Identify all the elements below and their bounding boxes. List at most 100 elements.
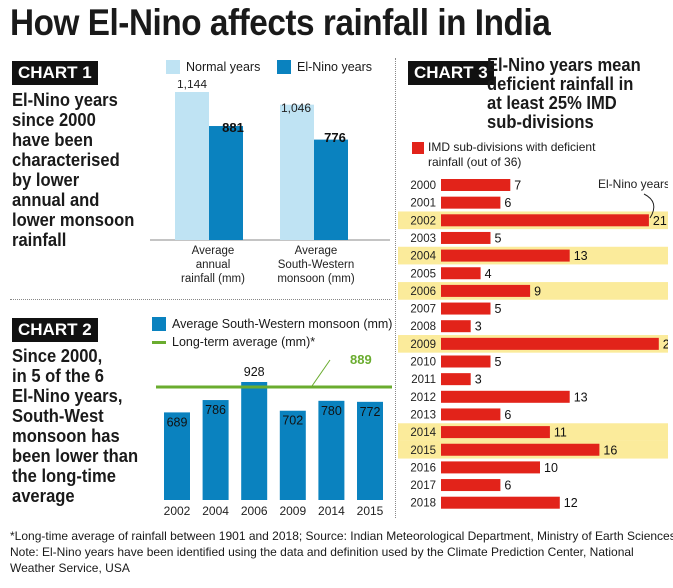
chart2-badge: CHART 2 [12, 318, 98, 342]
long-term-average-label: 889 [350, 352, 372, 367]
deficit-bar [441, 284, 531, 297]
year-label: 2003 [410, 233, 436, 245]
deficit-value-label: 22 [663, 337, 668, 351]
deficit-bar [441, 179, 511, 191]
chart1-value-label: 1,046 [281, 101, 311, 115]
chart3-title-line: sub-divisions [487, 112, 594, 132]
deficit-bar [441, 249, 570, 262]
chart3-legend-line: rainfall (out of 36) [428, 155, 522, 169]
chart1-category-label: Average [295, 245, 338, 257]
deficit-bar [441, 355, 491, 368]
deficit-value-label: 5 [495, 302, 502, 316]
deficit-bar [441, 231, 491, 244]
year-label: 2012 [410, 392, 436, 404]
year-label: 2009 [410, 339, 436, 351]
legend-label: Average South-Western monsoon (mm) [172, 317, 393, 331]
legend-label: Normal years [186, 60, 261, 74]
chart3-title: El-Nino years mean deficient rainfall in… [487, 56, 641, 132]
chart2-desc-line: El-Nino years, [12, 386, 123, 406]
year-label: 2015 [410, 445, 436, 457]
year-label: 2011 [411, 374, 436, 386]
chart2-desc-line: in 5 of the 6 [12, 366, 105, 386]
bar-value-label: 772 [360, 405, 381, 419]
bar-value-label: 702 [282, 414, 303, 428]
footnote-line: Note: El-Nino years have been identified… [10, 545, 634, 559]
deficit-bar [441, 196, 501, 209]
year-label: 2018 [410, 498, 436, 510]
deficit-value-label: 3 [475, 320, 482, 334]
chart1-value-label: 1,144 [177, 80, 207, 91]
chart2-desc-line: the long-time [12, 466, 116, 486]
chart1-desc-line: rainfall [12, 230, 67, 250]
deficit-value-label: 7 [514, 179, 521, 193]
year-label: 2016 [410, 462, 436, 474]
chart1-desc-line: by lower [12, 170, 80, 190]
elnino-years-bar [314, 139, 348, 240]
deficit-bar [441, 426, 550, 439]
chart3-legend-line: IMD sub-divisions with deficient [428, 140, 596, 154]
bar-value-label: 786 [205, 403, 226, 417]
deficit-value-label: 4 [485, 267, 492, 281]
chart3-svg: 2000 7 2001 6 2002 21 2003 5 2004 13 2005 4 2006 9 200… [398, 177, 668, 510]
deficit-value-label: 6 [504, 479, 511, 493]
legend-label: Long-term average (mm)* [172, 335, 316, 349]
chart2-desc-line: South-West [12, 406, 104, 426]
chart2-desc-line: been lower than [12, 446, 139, 466]
deficit-bar [441, 443, 600, 456]
year-tick-label: 2002 [164, 504, 191, 515]
deficit-bar [441, 479, 501, 492]
chart2-description: Since 2000, in 5 of the 6 El-Nino years,… [12, 346, 138, 506]
footnote-line: *Long-time average of rainfall between 1… [10, 529, 673, 543]
deficit-value-label: 10 [544, 461, 558, 475]
row-divider [10, 299, 392, 300]
normal-years-bar [175, 92, 209, 240]
chart1-category-label: South-Western [278, 259, 355, 271]
chart1-desc-line: have been [12, 130, 94, 150]
chart2-legend-bars: Average South-Western monsoon (mm) [152, 317, 392, 331]
deficit-bar [441, 408, 501, 421]
elnino-annotation-pointer [643, 193, 655, 219]
deficit-value-label: 12 [564, 496, 578, 510]
bar-value-label: 928 [244, 365, 265, 379]
year-tick-label: 2006 [241, 504, 268, 515]
legend-swatch [277, 60, 291, 74]
chart2-desc-line: Since 2000, [12, 346, 103, 366]
year-label: 2000 [410, 180, 436, 192]
year-tick-label: 2009 [279, 504, 306, 515]
year-label: 2017 [410, 480, 436, 492]
chart1-category-label: annual [196, 259, 231, 271]
chart1-desc-line: lower monsoon [12, 210, 135, 230]
chart2-svg: 889 689 2002 786 2004 928 2006 702 2009 780 2014 7… [156, 352, 392, 515]
monsoon-bar [202, 400, 229, 500]
deficit-bar [441, 320, 471, 333]
chart1-badge: CHART 1 [12, 61, 98, 85]
year-label: 2008 [410, 321, 436, 333]
page-title: How El-Nino affects rainfall in India [10, 2, 551, 43]
bar-value-label: 689 [167, 415, 188, 429]
legend-label: El-Nino years [297, 60, 373, 74]
deficit-value-label: 6 [504, 196, 511, 210]
deficit-value-label: 13 [574, 390, 588, 404]
chart3-title-line: El-Nino years mean [487, 55, 641, 75]
footnote-line: Weather Service, USA [10, 561, 130, 575]
chart1-desc-line: El-Nino years [12, 90, 118, 110]
elnino-row-highlight [398, 282, 668, 300]
year-label: 2002 [410, 215, 436, 227]
deficit-bar [441, 302, 491, 315]
monsoon-bar [164, 412, 190, 500]
monsoon-bar [357, 401, 383, 500]
deficit-value-label: 6 [504, 408, 511, 422]
year-label: 2014 [410, 427, 436, 439]
year-label: 2005 [410, 268, 436, 280]
chart1-desc-line: characterised [12, 150, 120, 170]
bar-value-label: 780 [321, 404, 342, 418]
deficit-bar [441, 267, 481, 280]
year-label: 2007 [410, 304, 436, 316]
legend-line-swatch [152, 340, 166, 344]
chart1-legend-elnino: El-Nino years [277, 60, 372, 74]
chart3-title-line: deficient rainfall in [487, 74, 634, 94]
elnino-years-bar [209, 126, 243, 240]
year-label: 2010 [410, 357, 436, 369]
chart1-desc-line: since 2000 [12, 110, 96, 130]
deficit-bar [441, 337, 659, 350]
